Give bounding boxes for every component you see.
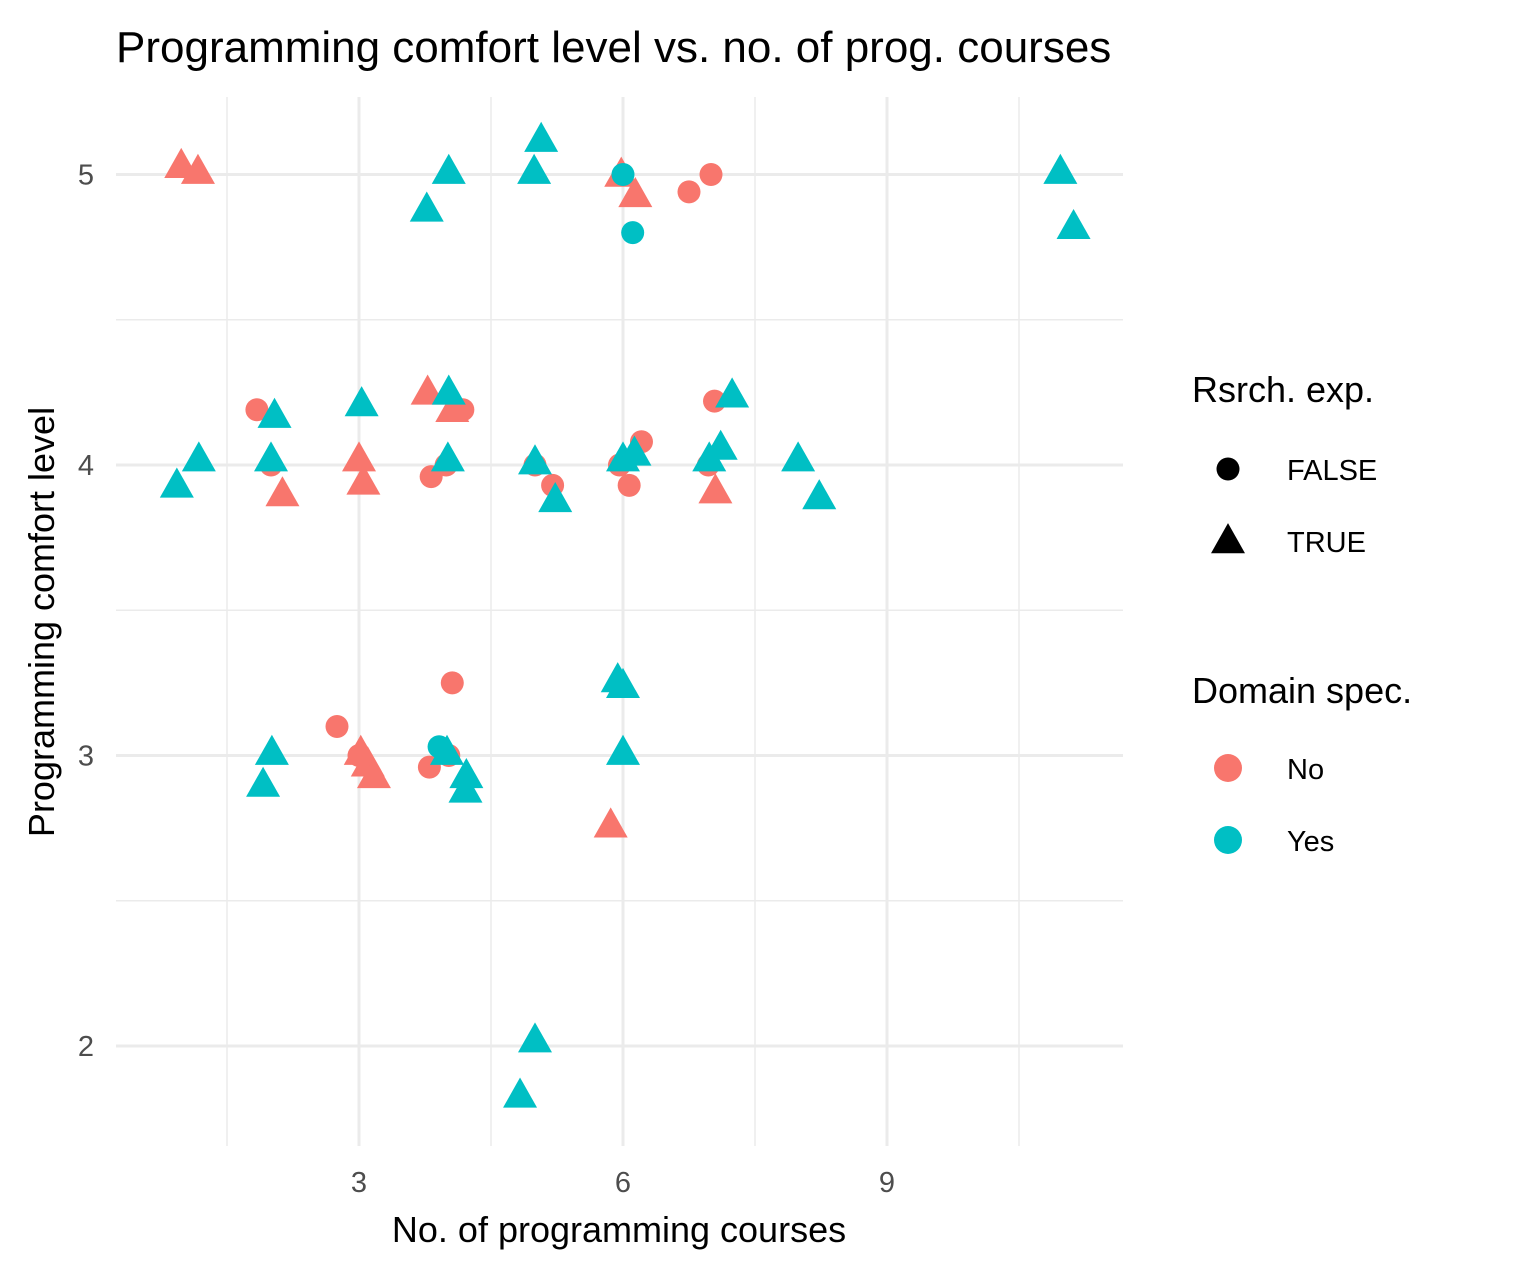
legend-label: FALSE	[1287, 455, 1377, 487]
x-axis-title: No. of programming courses	[392, 1209, 846, 1250]
data-point	[356, 757, 391, 789]
data-point	[430, 734, 464, 765]
data-point	[518, 1022, 552, 1053]
legend-key-triangle	[1211, 523, 1245, 554]
legend-label: TRUE	[1287, 527, 1366, 559]
grid	[116, 97, 1123, 1146]
legend-label: No	[1287, 754, 1324, 786]
y-tick-label: 2	[78, 1031, 94, 1063]
data-point	[617, 435, 652, 466]
x-tick-label: 3	[351, 1167, 367, 1199]
shape-legend-title: Rsrch. exp.	[1192, 369, 1374, 410]
x-axis-ticks: 3 6 9	[351, 1167, 895, 1199]
color-legend-entries: No Yes	[1214, 754, 1334, 858]
data-point	[715, 377, 750, 408]
data-point	[346, 464, 381, 495]
data-point	[180, 153, 215, 184]
legend: Rsrch. exp. FALSE TRUE Domain spec. No Yes	[1192, 369, 1412, 858]
data-point	[699, 163, 723, 186]
data-point	[246, 766, 281, 797]
data-point	[344, 386, 379, 417]
data-point	[677, 180, 701, 204]
data-point	[449, 757, 484, 789]
data-point	[265, 476, 300, 507]
y-axis-ticks: 2 3 4 5	[78, 160, 94, 1064]
legend-label: Yes	[1287, 826, 1334, 858]
data-point	[538, 482, 573, 513]
shape-legend-entries: FALSE TRUE	[1211, 455, 1377, 559]
legend-key-color	[1214, 754, 1242, 782]
data-point	[617, 473, 641, 497]
y-tick-label: 4	[78, 450, 94, 482]
data-point	[409, 191, 444, 222]
data-point	[524, 121, 559, 152]
data-point	[1056, 208, 1091, 240]
legend-key-circle	[1216, 457, 1240, 481]
data-point	[325, 714, 349, 738]
data-point	[781, 441, 816, 472]
data-point	[440, 671, 464, 695]
data-points	[159, 121, 1091, 1108]
color-legend-title: Domain spec.	[1192, 670, 1412, 711]
data-point	[181, 441, 216, 472]
data-point	[606, 667, 640, 699]
data-point	[257, 397, 292, 428]
y-axis-title: Programming comfort level	[21, 407, 62, 837]
data-point	[703, 429, 738, 460]
data-point	[621, 221, 645, 245]
x-tick-label: 6	[615, 1167, 631, 1199]
data-point	[618, 176, 653, 208]
data-point	[431, 153, 466, 184]
data-point	[254, 441, 288, 472]
data-point	[593, 807, 628, 838]
data-point	[606, 734, 640, 765]
data-point	[159, 467, 194, 498]
data-point	[517, 153, 552, 184]
y-tick-label: 5	[78, 160, 94, 192]
data-point	[448, 772, 483, 803]
data-point	[698, 473, 733, 504]
data-point	[245, 398, 269, 422]
chart-title: Programming comfort level vs. no. of pro…	[116, 23, 1111, 72]
legend-key-color	[1214, 826, 1242, 854]
data-point	[802, 479, 837, 510]
data-point	[431, 374, 466, 405]
y-tick-label: 3	[78, 741, 94, 773]
data-point	[342, 441, 376, 472]
x-tick-label: 9	[879, 1167, 895, 1199]
data-point	[430, 441, 465, 472]
data-point	[611, 163, 635, 186]
data-point	[435, 391, 470, 423]
data-point	[503, 1077, 538, 1108]
data-point	[254, 734, 289, 765]
data-point	[518, 444, 552, 475]
data-point	[1043, 153, 1078, 184]
